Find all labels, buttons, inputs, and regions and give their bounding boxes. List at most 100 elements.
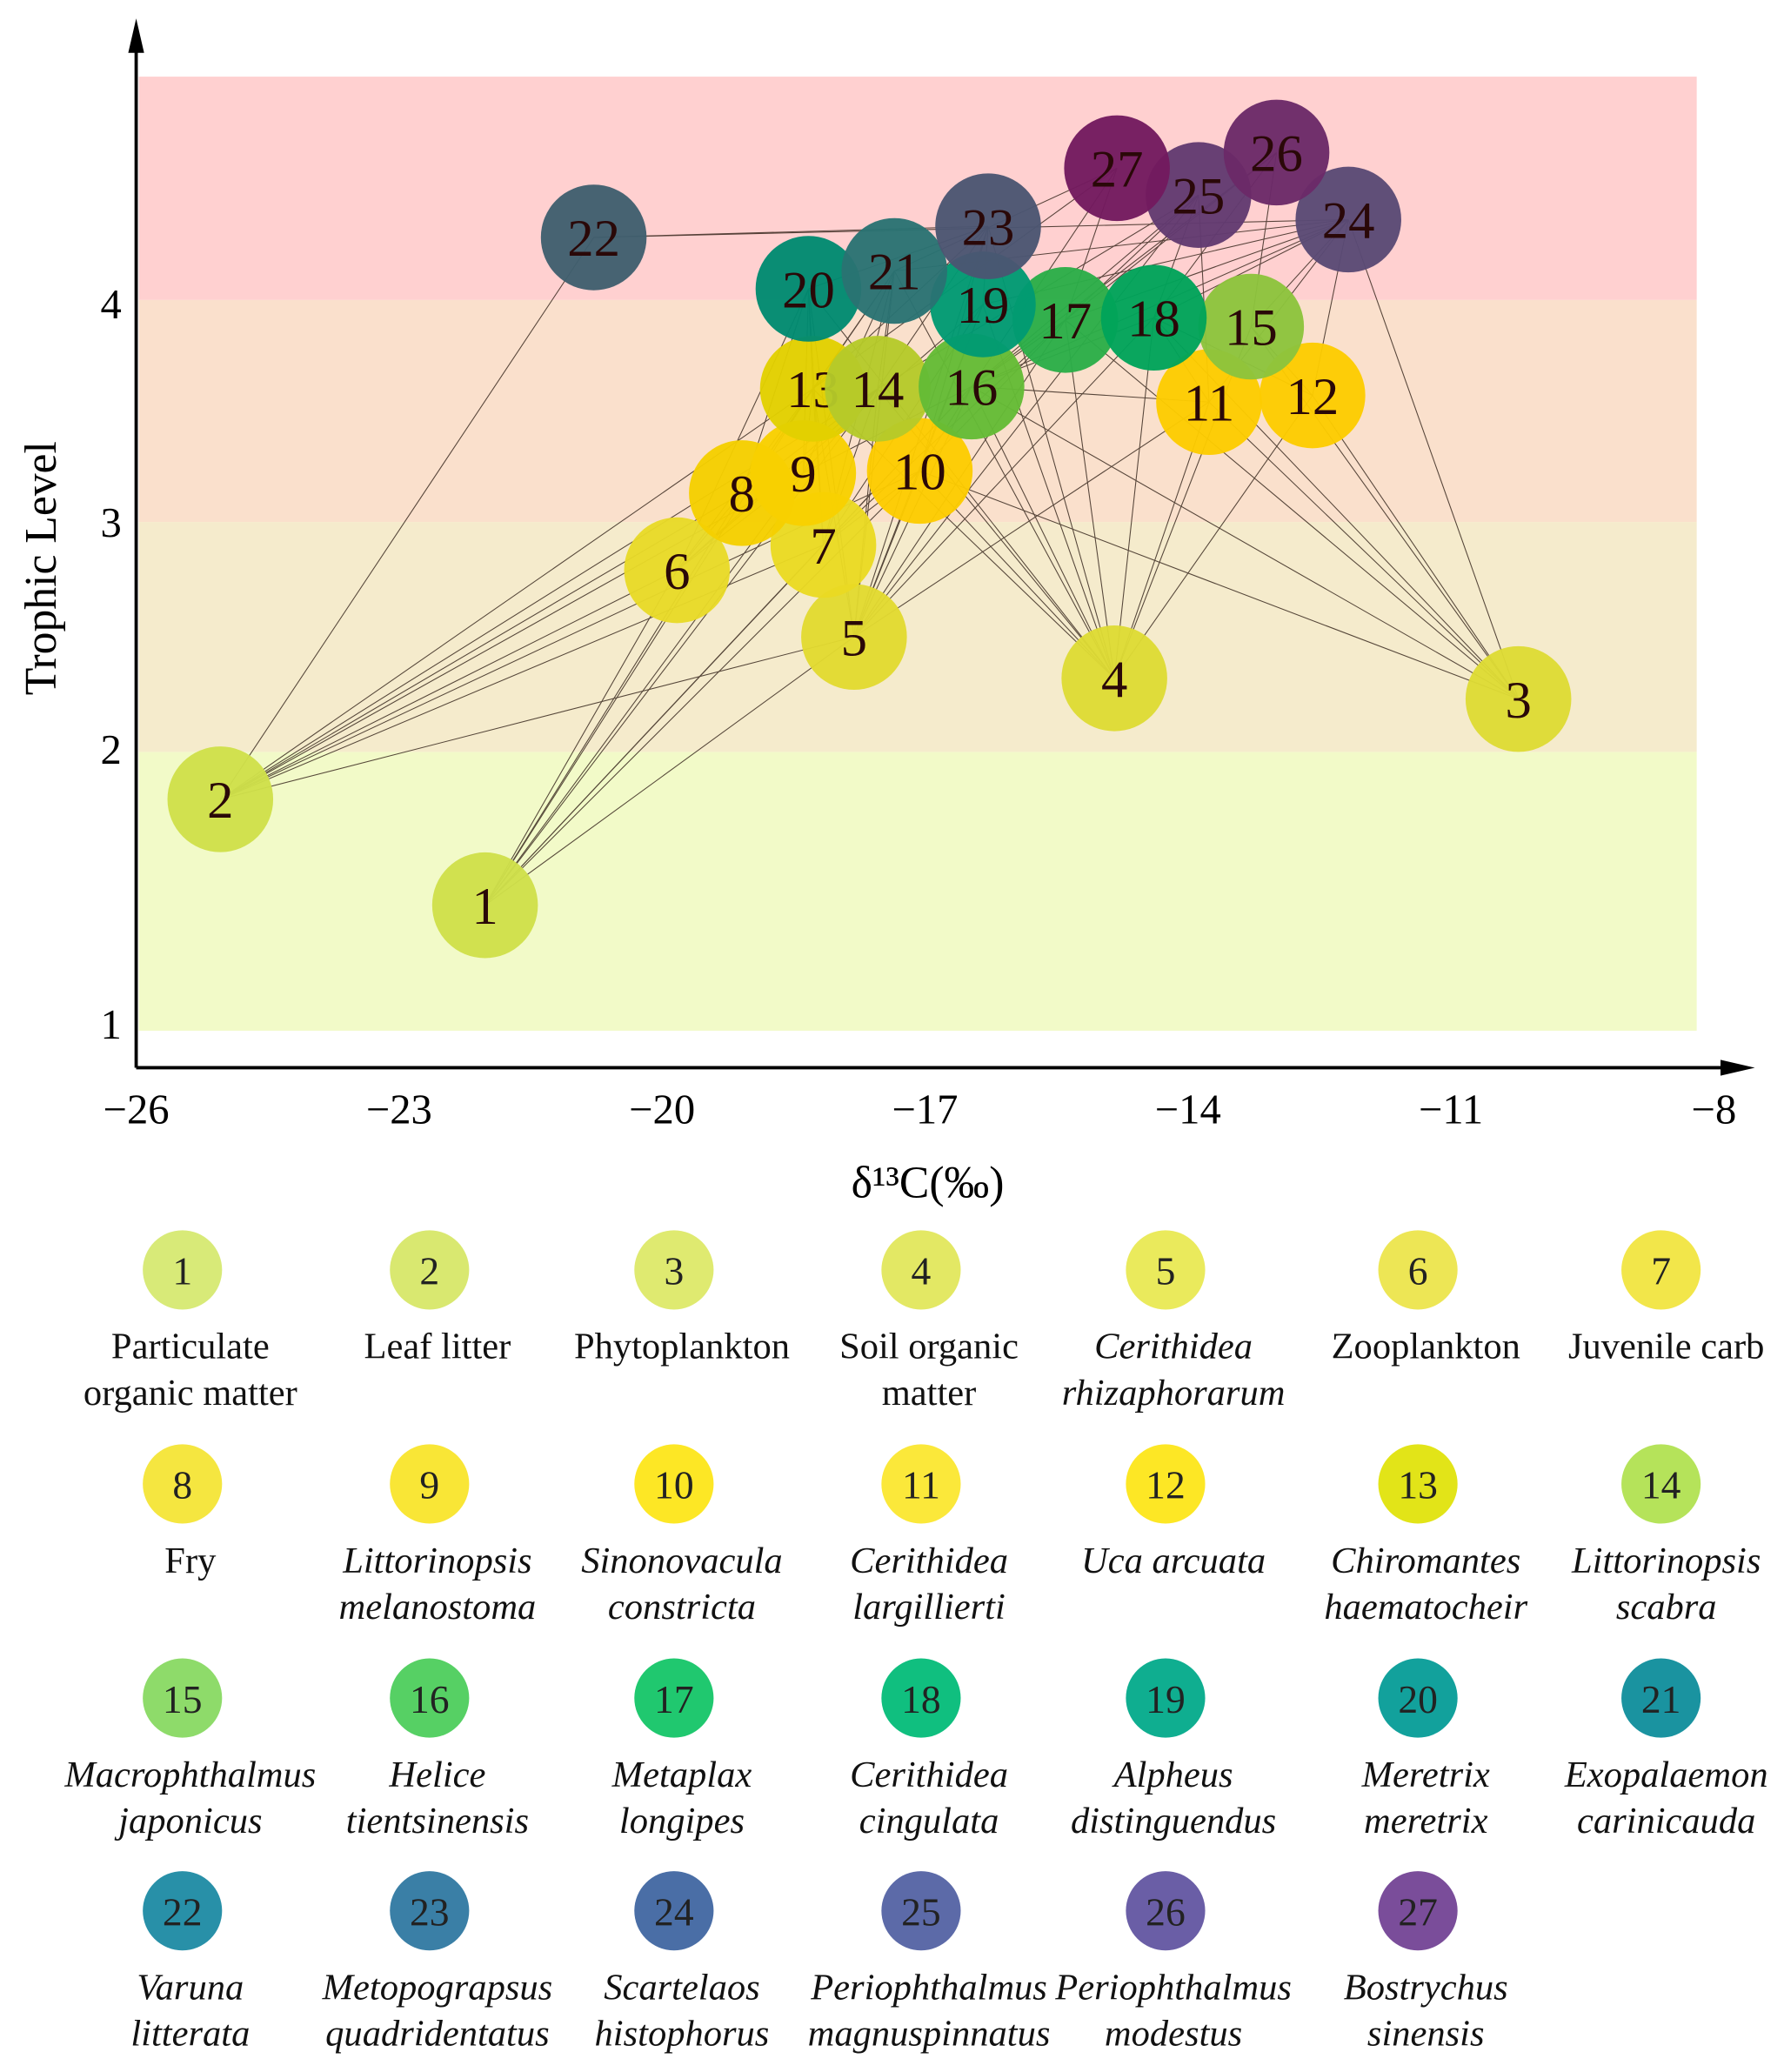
node-label: 1 [471,878,498,936]
x-tick-labels: −26 −23 −20 −17 −14 −11 −8 [104,1086,1737,1133]
legend-label: Alpheus [1112,1755,1233,1795]
legend-number: 5 [1156,1249,1176,1293]
link-3-12 [1312,395,1520,699]
link-4-17 [1065,319,1115,678]
legend-label: sinensis [1367,2014,1485,2055]
node-circle [1100,264,1207,371]
link-2-6 [220,570,678,800]
node-circle [866,418,973,525]
legend-number: 1 [172,1249,192,1293]
node-19: 19 [930,251,1036,358]
node-circle [1465,645,1572,752]
legend-label: Chiromantes [1331,1541,1520,1581]
x-tick-label: −14 [1155,1086,1221,1133]
y-tick-label: 3 [101,499,122,546]
legend-number: 18 [901,1677,941,1721]
node-label: 15 [1225,299,1278,358]
node-15: 15 [1198,273,1305,380]
legend-label: Cerithidea [850,1541,1008,1581]
legend-item-4: 4 Soil organic matter [839,1230,1019,1414]
node-label: 26 [1250,125,1303,184]
legend-label: Zooplankton [1332,1327,1520,1367]
legend-number: 21 [1641,1677,1681,1721]
node-circle [919,333,1025,440]
link-2-22 [219,237,595,800]
node-4: 4 [1061,625,1167,732]
legend-label: largillierti [852,1587,1006,1628]
legend-number: 19 [1146,1677,1186,1721]
legend-number: 6 [1408,1249,1428,1293]
node-label: 25 [1173,167,1226,225]
node-14: 14 [825,336,931,442]
legend-label: tientsinensis [346,1801,529,1841]
legend-label: modestus [1105,2014,1242,2055]
node-circle [930,251,1036,358]
node-label: 20 [782,261,835,319]
legend-item-27: 27 Bostrychus sinensis [1344,1871,1508,2055]
legend-label: carinicauda [1577,1801,1755,1841]
legend-swatch [1126,1230,1206,1310]
legend-label: Bostrychus [1344,1967,1508,2008]
node-10: 10 [866,418,973,525]
node-circle [1061,625,1167,732]
node-1: 1 [431,852,538,959]
legend-label: distinguendus [1071,1801,1276,1841]
legend-number: 7 [1651,1249,1671,1293]
x-tick-label: −17 [892,1086,958,1133]
x-axis-title: δ¹³C(‰) [852,1158,1005,1207]
node-17: 17 [1012,267,1119,373]
legend-number: 2 [419,1249,439,1293]
node-18: 18 [1100,264,1207,371]
y-tick-label: 1 [101,1001,122,1048]
y-axis-title: Trophic Level [17,441,66,695]
link-5-11 [853,401,1210,638]
node-25: 25 [1146,142,1252,248]
legend-label: Particulate [111,1327,270,1367]
legend-number: 3 [664,1249,684,1293]
node-label: 22 [567,210,620,268]
node-3: 3 [1465,645,1572,752]
link-4-16 [971,386,1115,679]
legend-label: Leaf litter [364,1327,511,1367]
node-label: 19 [957,277,1010,335]
legend-item-6: 6 Zooplankton [1332,1230,1520,1367]
legend-item-9: 9 Littorinopsis melanostoma [339,1444,536,1628]
node-circle [1146,142,1252,248]
x-tick-label: −11 [1419,1086,1483,1133]
y-tick-label: 2 [101,726,122,773]
node-label: 10 [893,444,946,502]
x-axis-arrow-icon [1720,1059,1755,1076]
node-label: 21 [868,244,921,302]
node-23: 23 [935,173,1041,279]
legend-label: Uca arcuata [1081,1541,1266,1581]
legend-label: Metopograpsus [322,1967,553,2008]
legend-label: japonicus [114,1801,262,1841]
legend-item-23: 23 Metopograpsus quadridentatus [322,1871,553,2055]
node-circle [1064,115,1170,222]
legend-label: Littorinopsis [1571,1541,1761,1581]
link-3-11 [1208,401,1520,699]
legend-label: rhizaphorarum [1062,1373,1286,1414]
legend-label: Exopalaemon [1564,1755,1768,1795]
node-label: 16 [945,359,999,418]
y-axis-arrow-icon [128,18,144,53]
legend-item-20: 20 Meretrix meretrix [1361,1658,1490,1841]
node-label: 2 [207,772,233,830]
legend-label: matter [882,1373,977,1414]
legend-number: 4 [912,1249,932,1293]
trophic-band-1 [138,752,1697,1031]
legend-number: 16 [410,1677,450,1721]
legend-number: 14 [1641,1463,1681,1507]
legend-item-11: 11 Cerithidea largillierti [850,1444,1008,1628]
node-circle [750,420,857,526]
legend-item-8: 8 Fry [143,1444,223,1581]
legend-number: 22 [163,1889,203,1934]
legend-swatch [634,1230,714,1310]
legend-number: 23 [410,1889,450,1934]
legend-swatch [1621,1230,1701,1310]
node-circle [540,184,647,291]
legend-label: Helice [388,1755,485,1795]
legend-swatch [390,1444,470,1524]
legend-swatch [634,1871,714,1951]
